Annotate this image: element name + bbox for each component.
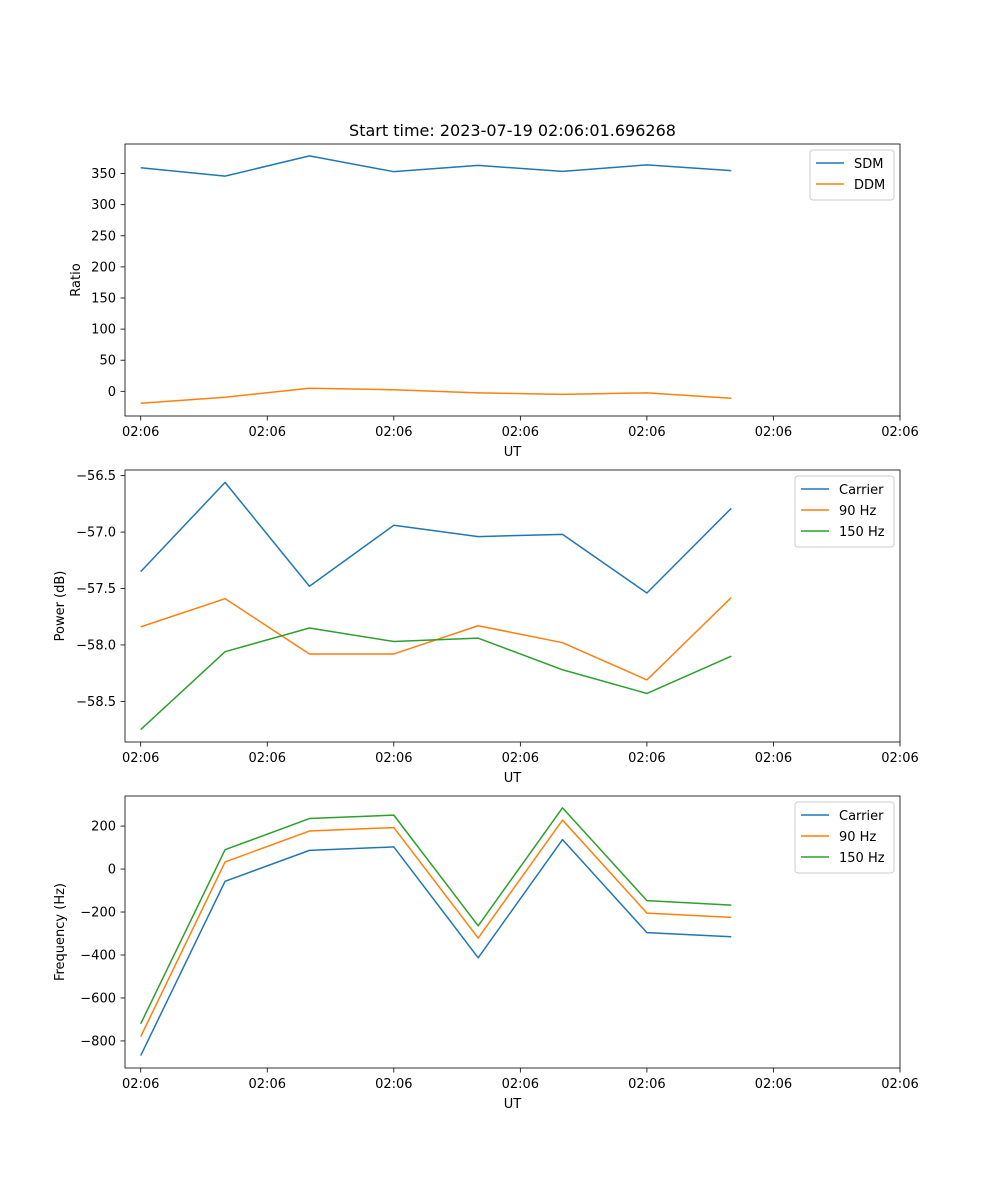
x-tick-label: 02:06 bbox=[502, 1077, 539, 1092]
y-axis-label: Frequency (Hz) bbox=[53, 883, 68, 981]
y-tick-label: −800 bbox=[80, 1034, 116, 1049]
subplots: 02:06 02:06 02:06 02:06 02:06 02:06 02:06 UT 0 50… bbox=[53, 143, 919, 1112]
x-tick-label: 02:06 bbox=[249, 425, 286, 440]
x-tick-label: 02:06 bbox=[628, 1077, 665, 1092]
y-tick-label: −57.0 bbox=[76, 526, 116, 541]
legend-label: DDM bbox=[854, 178, 885, 193]
x-tick-label: 02:06 bbox=[249, 1077, 286, 1092]
series-line-150-hz bbox=[140, 627, 732, 731]
y-axis-label: Ratio bbox=[69, 263, 84, 296]
y-tick-label: 0 bbox=[108, 863, 116, 878]
legend: Carrier 90 Hz 150 Hz bbox=[794, 801, 895, 874]
x-tick-label: 02:06 bbox=[122, 751, 159, 766]
series-line-sdm bbox=[140, 155, 732, 177]
x-tick-label: 02:06 bbox=[881, 1077, 918, 1092]
legend: SDM DDM bbox=[809, 149, 895, 201]
series-line-150-hz bbox=[140, 807, 732, 1025]
x-tick-label: 02:06 bbox=[375, 1077, 412, 1092]
y-tick-label: −56.5 bbox=[76, 469, 116, 484]
x-tick-label: 02:06 bbox=[755, 1077, 792, 1092]
x-tick-label: 02:06 bbox=[755, 751, 792, 766]
legend-label: Carrier bbox=[839, 483, 884, 498]
y-tick-label: −400 bbox=[80, 948, 116, 963]
y-tick-label: 150 bbox=[91, 292, 116, 307]
subplot-1: 02:06 02:06 02:06 02:06 02:06 02:06 02:06 UT 0 50… bbox=[69, 143, 919, 460]
y-tick-label: 350 bbox=[91, 167, 116, 182]
legend-box bbox=[794, 801, 895, 874]
legend-label: 150 Hz bbox=[839, 851, 885, 866]
legend-label: Carrier bbox=[839, 809, 884, 824]
x-tick-label: 02:06 bbox=[122, 425, 159, 440]
x-axis-label: UT bbox=[504, 445, 522, 460]
legend-label: 150 Hz bbox=[839, 525, 885, 540]
subplot-2: 02:06 02:06 02:06 02:06 02:06 02:06 02:06 UT −58… bbox=[53, 469, 919, 786]
x-tick-label: 02:06 bbox=[628, 425, 665, 440]
figure-title: Start time: 2023-07-19 02:06:01.696268 bbox=[349, 121, 676, 140]
y-tick-label: 200 bbox=[91, 820, 116, 835]
legend: Carrier 90 Hz 150 Hz bbox=[794, 475, 895, 548]
y-tick-label: −600 bbox=[80, 991, 116, 1006]
x-tick-label: 02:06 bbox=[881, 751, 918, 766]
series-line-carrier bbox=[140, 481, 732, 594]
x-tick-label: 02:06 bbox=[249, 751, 286, 766]
legend-label: SDM bbox=[854, 157, 883, 172]
y-tick-label: −58.5 bbox=[76, 695, 116, 710]
y-tick-label: −57.5 bbox=[76, 582, 116, 597]
x-tick-label: 02:06 bbox=[375, 425, 412, 440]
y-tick-label: 250 bbox=[91, 229, 116, 244]
series-line-90-hz bbox=[140, 819, 732, 1037]
x-axis-label: UT bbox=[504, 771, 522, 786]
plot-frame bbox=[124, 795, 901, 1069]
y-axis-label: Power (dB) bbox=[53, 571, 68, 642]
legend-label: 90 Hz bbox=[839, 830, 876, 845]
y-tick-label: 50 bbox=[99, 354, 116, 369]
subplot-3: 02:06 02:06 02:06 02:06 02:06 02:06 02:06 UT −80… bbox=[53, 795, 919, 1112]
x-tick-label: 02:06 bbox=[881, 425, 918, 440]
x-tick-label: 02:06 bbox=[628, 751, 665, 766]
x-axis-label: UT bbox=[504, 1097, 522, 1112]
y-tick-label: 300 bbox=[91, 198, 116, 213]
y-tick-label: −200 bbox=[80, 906, 116, 921]
x-tick-label: 02:06 bbox=[375, 751, 412, 766]
y-tick-label: 100 bbox=[91, 323, 116, 338]
legend-box bbox=[794, 475, 895, 548]
x-tick-label: 02:06 bbox=[122, 1077, 159, 1092]
y-tick-label: 200 bbox=[91, 260, 116, 275]
x-tick-label: 02:06 bbox=[755, 425, 792, 440]
x-tick-label: 02:06 bbox=[502, 751, 539, 766]
legend-label: 90 Hz bbox=[839, 504, 876, 519]
x-tick-label: 02:06 bbox=[502, 425, 539, 440]
y-tick-label: 0 bbox=[108, 385, 116, 400]
series-line-carrier bbox=[140, 838, 732, 1056]
plot-frame bbox=[124, 469, 901, 743]
series-line-ddm bbox=[140, 387, 732, 404]
plot-frame bbox=[124, 143, 901, 417]
y-tick-label: −58.0 bbox=[76, 638, 116, 653]
